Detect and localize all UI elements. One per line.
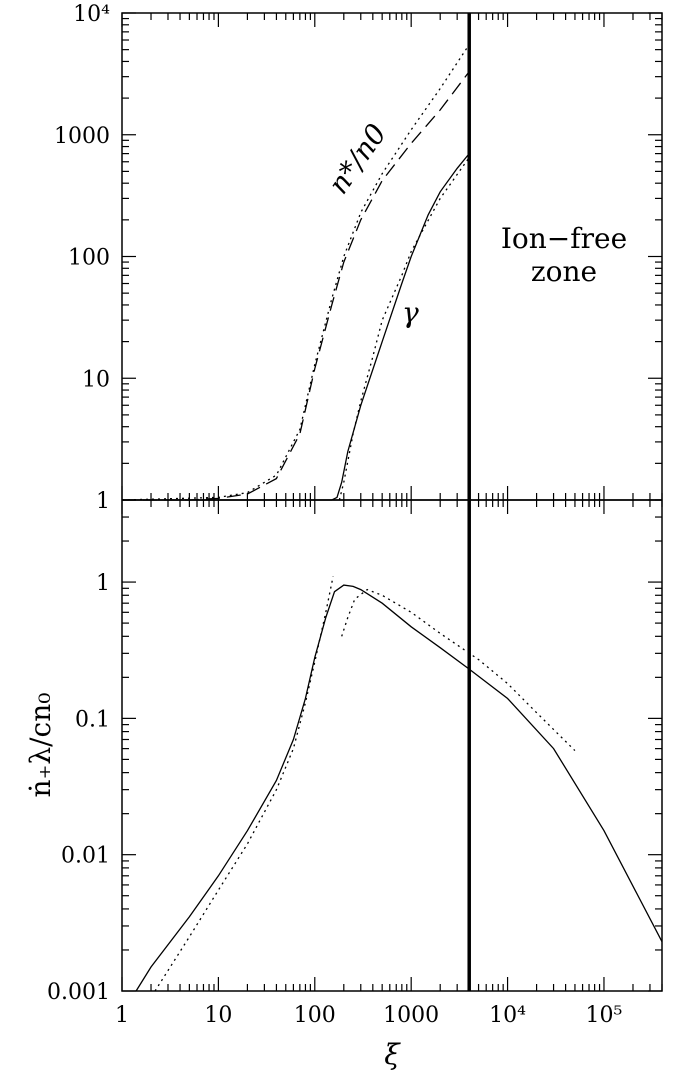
x-tick-label: 10⁴ bbox=[489, 1003, 526, 1028]
y-axis-label: ṅ₊λ/cn₀ bbox=[24, 693, 57, 798]
gamma-label: γ bbox=[402, 296, 419, 329]
y-tick-label: 100 bbox=[68, 246, 110, 271]
y-tick-label: 0.1 bbox=[75, 707, 110, 732]
density-ratio-label: n*/n0 bbox=[322, 118, 393, 200]
series-line-dashed bbox=[122, 71, 470, 501]
series-line-solid bbox=[135, 584, 663, 992]
y-tick-label: 0.01 bbox=[61, 844, 110, 869]
x-tick-label: 10 bbox=[204, 1003, 232, 1028]
ion-free-label-line1: Ion−free bbox=[501, 222, 627, 255]
x-tick-label: 100 bbox=[294, 1003, 336, 1028]
y-tick-label: 1 bbox=[96, 489, 110, 514]
series-line-dotted bbox=[154, 576, 334, 992]
series-layer bbox=[121, 44, 663, 992]
x-tick-label: 1 bbox=[115, 1003, 129, 1028]
series-line-dotted bbox=[341, 588, 576, 752]
y-tick-label: 10 bbox=[82, 367, 110, 392]
y-tick-label: 1 bbox=[96, 571, 110, 596]
y-tick-label: 10⁴ bbox=[73, 2, 110, 27]
series-line-dotted bbox=[338, 157, 470, 501]
x-tick-label: 1000 bbox=[383, 1003, 439, 1028]
y-tick-label: 0.001 bbox=[47, 980, 110, 1005]
x-axis-label: ξ bbox=[384, 1038, 401, 1071]
series-line-solid bbox=[122, 153, 470, 501]
axis-ticks bbox=[121, 12, 663, 992]
x-tick-label: 10⁵ bbox=[586, 1003, 623, 1028]
tick-labels: 1 10 100 1000 10⁴ 0.001 0.01 0.1 1 1 10 100 1000 10⁴ 1… bbox=[47, 2, 622, 1028]
y-tick-label: 1000 bbox=[54, 124, 110, 149]
series-line-dotted bbox=[121, 44, 470, 501]
ion-free-label-line2: zone bbox=[531, 255, 597, 288]
